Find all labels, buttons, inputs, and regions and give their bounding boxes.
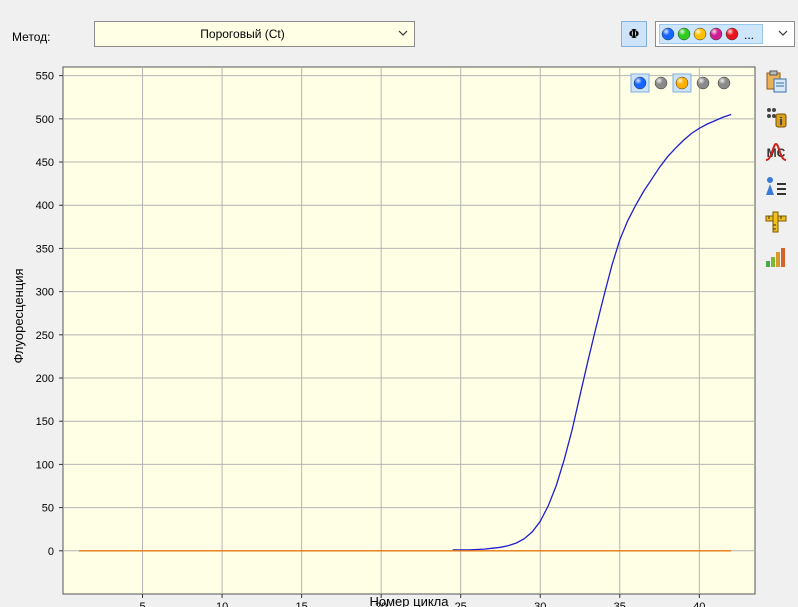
channel-dots-svg: [661, 27, 739, 41]
channel-ellipsis: ...: [744, 28, 755, 42]
channel-dot-shine: [662, 28, 674, 40]
y-tick-label: 200: [36, 373, 54, 385]
legend-dot-shine: [718, 77, 730, 89]
series-group: [78, 113, 732, 552]
legend-dot-shine: [697, 77, 709, 89]
amplification-curve: [452, 113, 732, 551]
method-select-value: Пороговый (Ct): [200, 27, 285, 41]
y-tick-label: 450: [36, 157, 54, 169]
y-tick-label: 400: [36, 200, 54, 212]
side-toolbar: i MC: [764, 70, 788, 280]
svg-text:i: i: [779, 116, 782, 128]
x-tick-label: 30: [534, 601, 546, 607]
x-tick-label: 15: [295, 601, 307, 607]
plot-area: [62, 66, 756, 595]
channel-select[interactable]: ...: [655, 21, 795, 47]
y-tick-label: 100: [36, 459, 54, 471]
method-label: Метод:: [12, 30, 51, 44]
y-tick-label: 250: [36, 330, 54, 342]
y-tick-label: 50: [42, 503, 54, 515]
y-tick-label: 500: [36, 114, 54, 126]
x-axis-label: Номер цикла: [370, 594, 450, 607]
legend-icon[interactable]: [764, 175, 788, 199]
x-axis-ticks: 5 10 15 20 25 30 35 40: [139, 594, 705, 607]
toolbar: Метод: Пороговый (Ct) Φ ...: [0, 0, 798, 60]
phi-button[interactable]: Φ: [621, 21, 647, 47]
legend-dot-shine: [676, 77, 688, 89]
y-tick-label: 300: [36, 287, 54, 299]
channel-dot-shine: [726, 28, 738, 40]
paste-icon[interactable]: [764, 70, 788, 94]
channel-dot-shine: [694, 28, 706, 40]
melt-curve-icon[interactable]: MC: [764, 140, 788, 164]
channel-dot-shine: [678, 28, 690, 40]
x-tick-label: 5: [139, 601, 145, 607]
x-tick-label: 40: [693, 601, 705, 607]
method-select[interactable]: Пороговый (Ct): [94, 21, 415, 47]
legend-dot-shine: [634, 77, 646, 89]
y-tick-label: 350: [36, 243, 54, 255]
bar-chart-icon[interactable]: [764, 245, 788, 269]
info-icon[interactable]: i: [764, 105, 788, 129]
y-axis-ticks: 0 50 100 150 200 250 300 350 400 450 500 550: [36, 71, 63, 558]
channel-dots: ...: [659, 24, 763, 44]
chevron-down-icon: [398, 30, 408, 36]
grid-lines: [63, 67, 755, 594]
y-axis-label: Флуоресценция: [11, 268, 26, 363]
chevron-down-icon: [778, 30, 788, 36]
legend-dot-shine: [655, 77, 667, 89]
x-tick-label: 35: [614, 601, 626, 607]
channel-dot-shine: [710, 28, 722, 40]
x-tick-label: 20: [375, 601, 387, 607]
x-tick-label: 25: [455, 601, 467, 607]
y-tick-label: 0: [48, 546, 54, 558]
y-tick-label: 150: [36, 416, 54, 428]
ruler-icon[interactable]: [764, 210, 788, 234]
x-tick-label: 10: [216, 601, 228, 607]
channel-legend[interactable]: [630, 73, 731, 93]
y-tick-label: 550: [36, 71, 54, 83]
